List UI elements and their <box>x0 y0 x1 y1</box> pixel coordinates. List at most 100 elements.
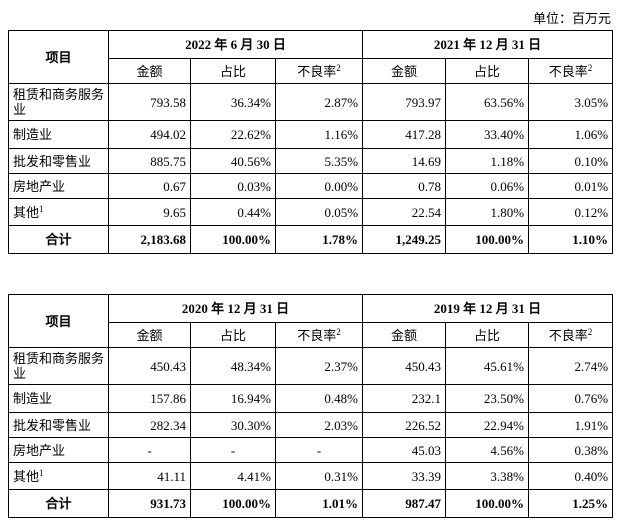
cell: 1.06% <box>528 120 614 149</box>
cell: 2.87% <box>274 83 364 121</box>
cell: 0.44% <box>190 198 276 226</box>
row-label-text: 租赁和商务服务业 <box>13 87 105 117</box>
column-name: 金额 <box>136 327 163 343</box>
row-label-text: 其他 <box>13 204 40 220</box>
cell: 1.10% <box>528 225 614 254</box>
row-label: 制造业 <box>8 384 109 413</box>
cell: - <box>108 437 191 463</box>
subheader-row: 金额 占比 不良率2 金额 占比 不良率2 <box>9 58 614 84</box>
cell: 0.03% <box>190 173 276 199</box>
cell: 0.10% <box>528 148 614 174</box>
cell: 33.40% <box>445 120 530 149</box>
footnote-mark: 1 <box>39 467 44 478</box>
row-label: 制造业 <box>8 120 109 149</box>
footnote-mark: 2 <box>587 326 593 337</box>
cell: 931.73 <box>108 489 191 518</box>
column-name: 不良率 <box>297 327 337 343</box>
cell: 30.30% <box>190 412 276 438</box>
header-row: 项目 2020 年 12 月 31 日 2019 年 12 月 31 日 <box>8 294 614 348</box>
row-label-text: 其他 <box>13 468 40 484</box>
data-row: 房地产业 - - -45.03 4.56% 0.38% <box>8 437 614 463</box>
cell: 1.25% <box>528 489 614 518</box>
row-label: 批发和零售业 <box>8 412 109 438</box>
cell: 282.34 <box>108 412 191 438</box>
footnote-mark: 2 <box>336 62 341 73</box>
cell: 100.00% <box>190 225 276 254</box>
period-header: 2022 年 6 月 30 日 <box>107 30 364 59</box>
column-name: 金额 <box>136 63 163 79</box>
cell: 63.56% <box>445 83 530 121</box>
cell: 0.05% <box>274 198 364 226</box>
data-row: 房地产业 0.67 0.03% 0.00% 0.78 0.06% 0.01% <box>8 173 614 199</box>
column-header: 占比 <box>445 322 530 348</box>
cell: 987.47 <box>362 489 447 518</box>
column-name: 占比 <box>219 63 246 79</box>
data-row: 其他1 9.65 0.44% 0.05% 22.54 1.80% 0.12% <box>8 198 614 226</box>
cell: 2.74% <box>528 347 614 385</box>
cell: 450.43 <box>108 347 191 385</box>
data-row: 制造业 157.86 16.94% 0.48% 232.1 23.50% 0.76% <box>8 384 614 413</box>
cell: 450.43 <box>362 347 447 385</box>
data-row: 租赁和商务服务业 793.58 36.34% 2.87% 793.97 63.56% 3.0… <box>8 83 614 121</box>
column-header: 金额 <box>108 58 191 84</box>
cell: 417.28 <box>362 120 447 149</box>
column-name: 占比 <box>474 327 501 343</box>
column-header: 不良率2 <box>528 322 614 348</box>
cell: 41.11 <box>108 462 191 490</box>
cell: 22.62% <box>190 120 276 149</box>
column-header: 不良率2 <box>274 58 364 84</box>
period-header: 2021 年 12 月 31 日 <box>362 30 614 59</box>
row-label-text: 合计 <box>45 232 72 247</box>
cell: 100.00% <box>445 225 530 254</box>
cell: - <box>274 437 364 463</box>
row-label-text: 房地产业 <box>13 178 66 194</box>
column-header: 不良率2 <box>528 58 614 84</box>
data-row: 批发和零售业 282.34 30.30% 2.03% 226.52 22.94% 1.91% <box>8 412 614 438</box>
unit-label: 单位：百万元 <box>532 11 611 26</box>
data-row: 批发和零售业 885.75 40.56% 5.35% 14.69 1.18% 0.10% <box>8 148 614 174</box>
cell: 16.94% <box>190 384 276 413</box>
cell: 226.52 <box>362 412 447 438</box>
cell: 0.78 <box>362 173 447 199</box>
cell: 4.56% <box>445 437 530 463</box>
cell: 0.48% <box>274 384 364 413</box>
data-row: 合计 2,183.68 100.00% 1.78% 1,249.25 100.00% 1.1… <box>8 225 614 254</box>
row-label: 其他1 <box>8 462 109 490</box>
cell: 100.00% <box>445 489 530 518</box>
cell: 0.31% <box>274 462 364 490</box>
column-header: 金额 <box>362 58 447 84</box>
cell: 33.39 <box>362 462 447 490</box>
row-label-text: 制造业 <box>13 127 53 142</box>
cell: 4.41% <box>190 462 276 490</box>
column-header: 占比 <box>190 58 276 84</box>
cell: 0.67 <box>108 173 191 199</box>
row-label-text: 房地产业 <box>13 442 66 458</box>
row-label: 合计 <box>8 225 109 254</box>
cell: 1,249.25 <box>362 225 447 254</box>
row-label: 其他1 <box>8 198 109 226</box>
cell: 2.03% <box>274 412 364 438</box>
cell: 1.18% <box>445 148 530 174</box>
data-row: 其他1 41.11 4.41% 0.31% 33.39 3.38% 0.40% <box>8 462 614 490</box>
cell: 1.78% <box>274 225 364 254</box>
column-name: 金额 <box>391 327 418 343</box>
cell: 1.91% <box>528 412 614 438</box>
period-header: 2020 年 12 月 31 日 <box>107 294 364 323</box>
cell: 9.65 <box>108 198 191 226</box>
column-name: 不良率 <box>548 327 588 343</box>
row-label-text: 租赁和商务服务业 <box>13 351 105 381</box>
cell: 157.86 <box>108 384 191 413</box>
cell: 0.01% <box>528 173 614 199</box>
row-label: 房地产业 <box>8 437 109 463</box>
cell: 5.35% <box>274 148 364 174</box>
cell: - <box>190 437 276 463</box>
column-name: 占比 <box>474 63 501 79</box>
data-row: 合计 931.73 100.00% 1.01% 987.47 100.00% 1.25% <box>8 489 614 518</box>
column-header: 金额 <box>108 322 191 348</box>
cell: 0.00% <box>274 173 364 199</box>
cell: 793.97 <box>362 83 447 121</box>
row-label-text: 制造业 <box>13 391 53 406</box>
cell: 2.37% <box>274 347 364 385</box>
row-label-text: 合计 <box>45 496 72 511</box>
